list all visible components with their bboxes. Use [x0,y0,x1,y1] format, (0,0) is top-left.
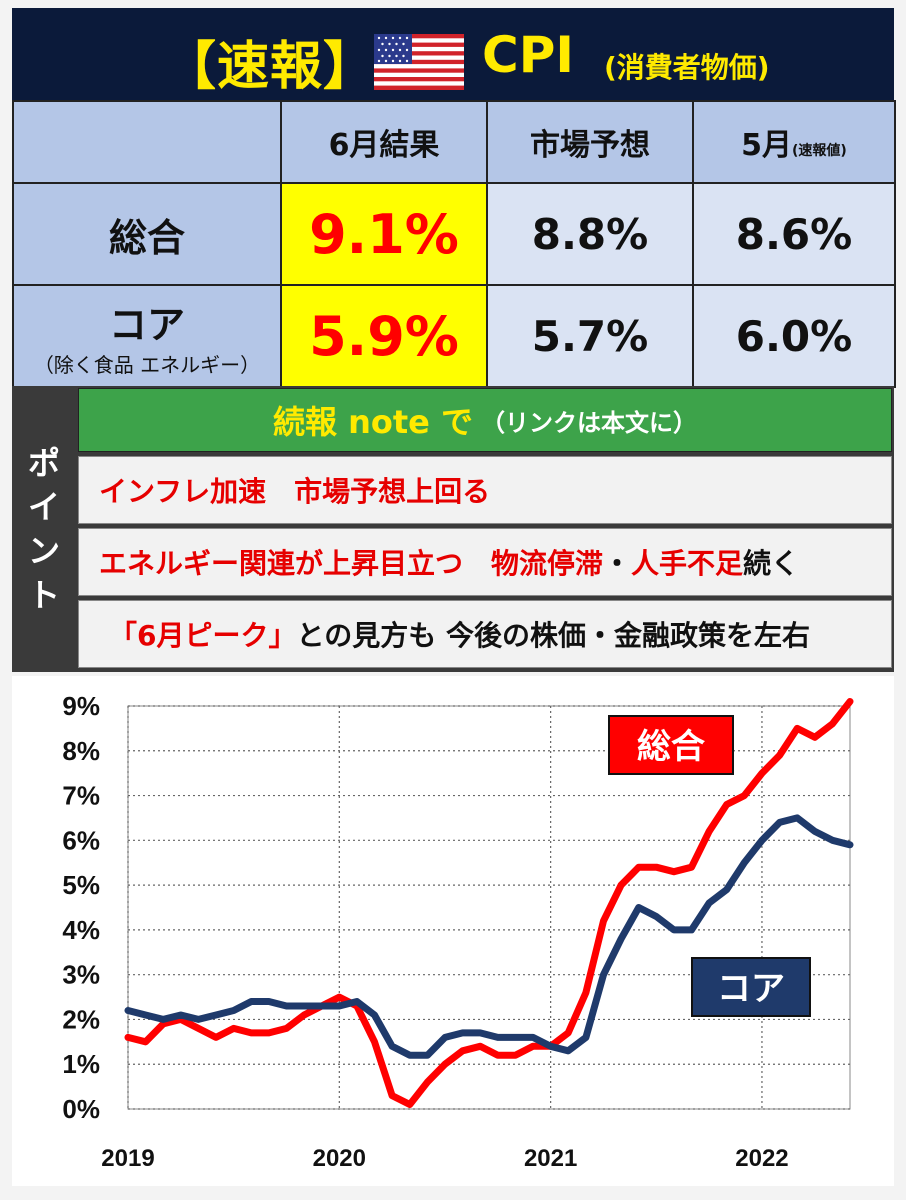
y-tick-label: 2% [62,1004,100,1034]
table-row: 総合 9.1% 8.8% 8.6% [12,182,896,286]
table-row: コア （除く食品 エネルギー） 5.9% 5.7% 6.0% [12,284,896,388]
point-item-3-red: 「6月ピーク」 [109,619,297,652]
y-tick-label: 9% [62,691,100,721]
table-header-row: 6月結果 市場予想 5月(速報値) [12,100,896,184]
cpi-chart: 0% 1% 2% 3% 4% 5% 6% 7% 8% 9% 2019 2020 2021 2022 総合コア [12,676,894,1186]
header-title: 【速報】 [164,37,377,97]
point-item-3-black: との見方も 今後の株価・金融政策を左右 [296,619,810,652]
total-series-line [124,698,854,1108]
row-label-core: コア （除く食品 エネルギー） [12,284,282,388]
total-series-label: 総合 [637,727,705,767]
total-series-label-box [608,715,734,775]
points-side-char: ン [27,532,60,570]
note-main: 続報 note で [272,403,474,441]
table-corner [12,100,282,184]
point-item-2-black: 続く [743,547,800,580]
points-side-char: イ [27,488,60,526]
y-tick-label: 8% [62,736,100,766]
y-tick-label: 4% [62,915,100,945]
note-paren: （リンクは本文に） [481,408,698,437]
point-item-3: 「6月ピーク」 との見方も 今後の株価・金融政策を左右 [78,600,892,668]
total-may: 8.6% [692,182,896,286]
col-june-result: 6月結果 [280,100,488,184]
y-tick-label: 6% [62,825,100,855]
core-may: 6.0% [692,284,896,388]
col-may-label: 5月 [741,128,793,163]
x-tick-label: 2019 [101,1145,154,1172]
point-item-2: エネルギー関連が上昇目立つ 物流停滞・人手不足 続く [78,528,892,596]
point-item-2-red2: 人手不足 [631,547,744,580]
y-tick-label: 1% [62,1049,100,1079]
y-tick-label: 7% [62,781,100,811]
points-side-char: ポ [27,444,60,482]
core-forecast: 5.7% [486,284,694,388]
total-forecast: 8.8% [486,182,694,286]
points-panel: ポ イ ン ト 続報 note で （リンクは本文に） インフレ加速 市場予想上… [12,386,894,672]
core-series-label: コア [717,969,785,1009]
core-series-line [124,814,854,1059]
col-may-note: (速報値) [792,143,847,159]
point-item-2-red1: エネルギー関連が上昇目立つ 物流停滞 [99,547,604,580]
point-item-1: インフレ加速 市場予想上回る [78,456,892,524]
total-result: 9.1% [280,182,488,286]
us-flag-icon [374,34,464,90]
note-link-banner[interactable]: 続報 note で （リンクは本文に） [78,388,892,452]
points-side-char: ト [27,576,60,614]
col-may: 5月(速報値) [692,100,896,184]
cpi-table: 6月結果 市場予想 5月(速報値) 総合 9.1% 8.8% 8.6% コア （除… [12,100,896,388]
point-item-1-text: インフレ加速 市場予想上回る [99,475,491,508]
core-series-label-box [691,957,811,1017]
x-tick-label: 2020 [313,1145,366,1172]
y-tick-label: 5% [62,870,100,900]
header-cpi: CPI [482,26,574,84]
row-label-total-text: 総合 [108,215,185,260]
x-tick-label: 2021 [524,1145,577,1172]
core-result: 5.9% [280,284,488,388]
col-forecast: 市場予想 [486,100,694,184]
header-subtitle: (消費者物価) [604,51,770,84]
point-item-2-dot: ・ [603,547,632,580]
row-label-total: 総合 [12,182,282,286]
row-label-core-text: コア [108,303,185,347]
x-tick-label: 2022 [735,1145,788,1172]
row-label-core-note: （除く食品 エネルギー） [33,353,261,377]
header-banner: 【速報】 CPI (消費者物価) [12,8,894,100]
y-tick-label: 0% [62,1094,100,1124]
y-tick-label: 3% [62,960,100,990]
points-side-label: ポ イ ン ト [12,386,76,672]
